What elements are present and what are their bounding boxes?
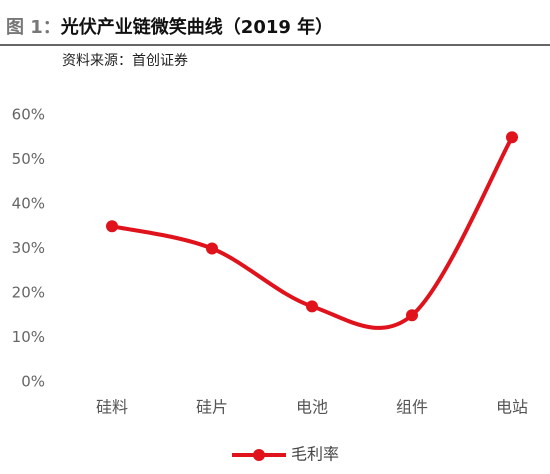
y-tick-label: 50%	[12, 150, 45, 168]
title: 图 1：光伏产业链微笑曲线（2019 年）	[6, 16, 333, 38]
source: 资料来源：首创证券	[62, 53, 188, 69]
legend-label: 毛利率	[291, 445, 339, 464]
x-tick-label: 电池	[296, 398, 328, 417]
point	[406, 309, 418, 322]
figure-label: 图 1：	[6, 17, 61, 38]
x-tick-label: 组件	[396, 398, 428, 417]
point	[506, 131, 518, 144]
point	[306, 300, 318, 313]
legend-marker	[253, 449, 265, 461]
title-text: 光伏产业链微笑曲线（2019 年）	[60, 16, 333, 38]
y-tick-label: 0%	[21, 373, 45, 391]
y-tick-label: 40%	[12, 195, 45, 213]
y-tick-label: 30%	[12, 239, 45, 257]
x-tick-label: 电站	[496, 398, 528, 417]
y-tick-label: 60%	[12, 106, 45, 124]
y-tick-label: 20%	[12, 284, 45, 302]
y-tick-label: 10%	[12, 328, 45, 346]
x-tick-label: 硅片	[196, 398, 228, 417]
point	[206, 242, 218, 255]
series-line	[111, 136, 514, 330]
point	[106, 220, 118, 233]
x-tick-label: 硅料	[96, 398, 128, 417]
